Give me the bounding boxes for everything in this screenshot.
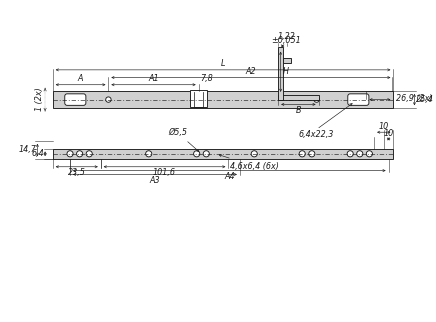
- Circle shape: [194, 151, 200, 157]
- Text: B: B: [296, 106, 301, 115]
- Bar: [53, 148, 393, 159]
- Circle shape: [67, 151, 73, 157]
- Text: A3: A3: [150, 176, 160, 185]
- Bar: [278, 95, 319, 99]
- Text: H: H: [283, 67, 289, 76]
- Bar: [190, 90, 207, 107]
- Text: Ø5,5: Ø5,5: [168, 128, 199, 152]
- Circle shape: [357, 151, 363, 157]
- Circle shape: [314, 97, 319, 102]
- Text: ±0,051: ±0,051: [272, 36, 301, 45]
- Text: A2: A2: [245, 67, 256, 76]
- Text: A4: A4: [224, 172, 235, 181]
- Text: 26,9 (2x): 26,9 (2x): [396, 94, 433, 103]
- Bar: [278, 47, 283, 99]
- Text: 23,5: 23,5: [68, 168, 86, 177]
- Text: L: L: [221, 60, 225, 68]
- Text: 1 (2x): 1 (2x): [35, 88, 44, 111]
- Circle shape: [146, 151, 152, 157]
- Bar: [53, 91, 393, 108]
- Circle shape: [309, 151, 315, 157]
- Circle shape: [77, 151, 83, 157]
- Circle shape: [106, 97, 111, 102]
- Circle shape: [86, 151, 92, 157]
- Text: A: A: [78, 74, 83, 83]
- Circle shape: [203, 151, 209, 157]
- Circle shape: [366, 151, 372, 157]
- Text: 6,4x22,3: 6,4x22,3: [299, 130, 334, 139]
- Text: 4,6x6,4 (6x): 4,6x6,4 (6x): [219, 155, 279, 171]
- Text: 1,22: 1,22: [277, 32, 295, 41]
- Text: 7,8: 7,8: [201, 74, 213, 83]
- Text: 10: 10: [383, 129, 394, 138]
- Circle shape: [347, 151, 353, 157]
- Circle shape: [251, 151, 257, 157]
- Text: 25,4: 25,4: [416, 95, 434, 104]
- FancyBboxPatch shape: [348, 94, 369, 105]
- Text: 101,6: 101,6: [153, 168, 176, 177]
- Text: 10: 10: [378, 122, 389, 131]
- Bar: [283, 58, 291, 63]
- Text: A1: A1: [148, 74, 159, 83]
- Text: 6,4: 6,4: [31, 149, 44, 158]
- Circle shape: [299, 151, 305, 157]
- Text: 14,7: 14,7: [19, 146, 37, 155]
- FancyBboxPatch shape: [65, 94, 86, 105]
